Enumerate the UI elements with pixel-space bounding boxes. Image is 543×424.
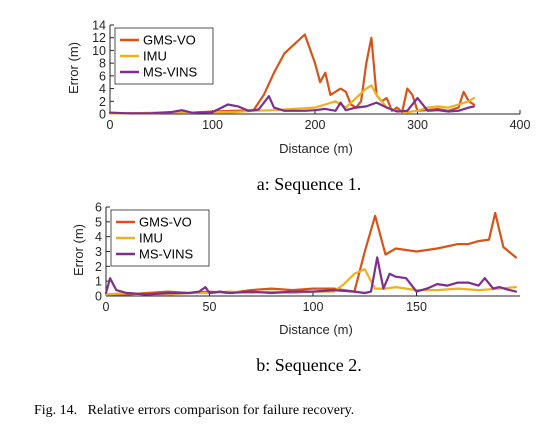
- chart-1-xtick-label: 0: [107, 118, 114, 132]
- chart-2-xtick-label: 50: [203, 300, 217, 314]
- chart-1-ytick-label: 10: [92, 44, 106, 58]
- chart-2-ylabel: Error (m): [71, 224, 86, 276]
- chart-1-legend-label-ms-vins: MS-VINS: [143, 65, 198, 80]
- chart-2-ytick-label: 5: [95, 215, 102, 229]
- figure-caption: Fig. 14. Relative errors comparison for …: [34, 403, 354, 418]
- chart-1-xlabel: Distance (m): [279, 141, 353, 156]
- chart-sequence-1: Error (m) Distance (m) 0 100 200 300 400 0246…: [66, 19, 530, 157]
- chart-1-ytick-label: 4: [99, 82, 106, 96]
- chart-2-ytick-label: 0: [95, 290, 102, 304]
- chart-sequence-2: Error (m) Distance (m) 0 50 100 1500123456G…: [71, 201, 520, 337]
- chart-1-series-ms-vins-line: [108, 95, 475, 115]
- chart-1-xtick-label: 400: [510, 118, 531, 132]
- chart-2-xlabel: Distance (m): [279, 322, 353, 337]
- chart-1-legend-box: [114, 27, 214, 85]
- chart-2-xtick-label: 0: [103, 300, 110, 314]
- chart-1-legend-label-imu: IMU: [143, 49, 167, 64]
- chart-2-ytick-label: 2: [95, 260, 102, 274]
- chart-2-legend-label-imu: IMU: [139, 231, 163, 246]
- chart-2-caption: b: Sequence 2.: [256, 355, 361, 375]
- chart-2-xtick-label: 100: [303, 300, 324, 314]
- chart-2-legend-label-gms-vo: GMS-VO: [139, 215, 192, 230]
- chart-2-ytick-label: 3: [95, 245, 102, 259]
- chart-1-xtick-label: 100: [202, 118, 223, 132]
- chart-1-ytick-label: 6: [99, 69, 106, 83]
- chart-2-series-ms-vins-line: [104, 256, 518, 296]
- chart-2-xtick-label: 150: [406, 300, 427, 314]
- chart-2-ytick-label: 4: [95, 230, 102, 244]
- chart-2-legend-label-ms-vins: MS-VINS: [139, 247, 194, 262]
- chart-1-xtick-label: 200: [305, 118, 326, 132]
- chart-1-ytick-label: 12: [92, 31, 106, 45]
- chart-2-ytick-label: 1: [95, 275, 102, 289]
- chart-1-ylabel: Error (m): [66, 42, 81, 94]
- chart-1-ytick-label: 14: [92, 19, 106, 33]
- chart-1-ytick-label: 8: [99, 57, 106, 71]
- chart-1-caption: a: Sequence 1.: [257, 174, 361, 194]
- chart-1-ytick-label: 0: [99, 108, 106, 122]
- chart-1-ytick-label: 2: [99, 95, 106, 109]
- chart-1-legend-label-gms-vo: GMS-VO: [143, 33, 196, 48]
- chart-1-xtick-label: 300: [407, 118, 428, 132]
- chart-2-ytick-label: 6: [95, 201, 102, 215]
